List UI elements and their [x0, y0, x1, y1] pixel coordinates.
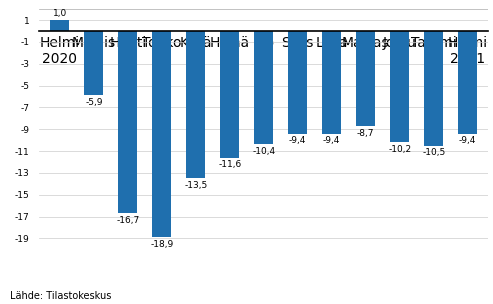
Bar — [356, 31, 375, 126]
Bar — [390, 31, 409, 142]
Text: -10,2: -10,2 — [388, 145, 411, 154]
Text: -18,9: -18,9 — [150, 240, 174, 249]
Bar — [50, 20, 69, 31]
Bar — [152, 31, 171, 237]
Text: -9,4: -9,4 — [323, 136, 341, 145]
Text: 1,0: 1,0 — [53, 9, 67, 18]
Bar — [322, 31, 341, 133]
Text: -9,4: -9,4 — [289, 136, 307, 145]
Text: -5,9: -5,9 — [85, 98, 103, 107]
Text: -11,6: -11,6 — [218, 160, 242, 169]
Text: -10,5: -10,5 — [422, 148, 445, 157]
Text: -8,7: -8,7 — [357, 129, 375, 138]
Text: -13,5: -13,5 — [184, 181, 208, 190]
Bar — [220, 31, 239, 157]
Bar — [84, 31, 103, 95]
Bar — [424, 31, 443, 146]
Bar — [458, 31, 477, 133]
Text: -9,4: -9,4 — [459, 136, 476, 145]
Text: Lähde: Tilastokeskus: Lähde: Tilastokeskus — [10, 291, 111, 301]
Text: -10,4: -10,4 — [252, 147, 275, 156]
Bar — [288, 31, 307, 133]
Text: -16,7: -16,7 — [116, 216, 140, 225]
Bar — [186, 31, 205, 178]
Bar — [254, 31, 273, 144]
Bar — [118, 31, 137, 213]
